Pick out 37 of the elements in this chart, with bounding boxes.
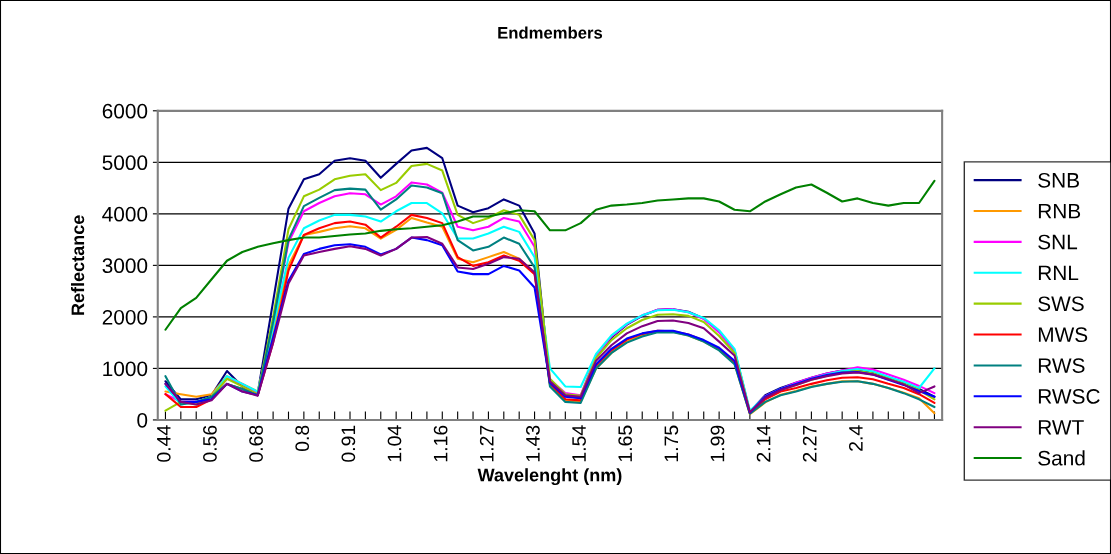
- x-tick-label: 2.4: [848, 425, 863, 451]
- y-tick-label: 1000: [103, 361, 148, 377]
- legend-label: RWT: [1038, 420, 1084, 435]
- x-tick-label: 1.43: [526, 425, 540, 462]
- y-tick-label: 5000: [102, 155, 148, 171]
- y-tick-label: 6000: [102, 103, 148, 119]
- x-tick-label: 2.14: [756, 425, 771, 462]
- y-axis-title: Reflectance: [70, 215, 85, 315]
- x-tick-label: 1.16: [433, 425, 448, 462]
- legend-label: MWS: [1038, 327, 1088, 343]
- x-tick-label: 1.65: [618, 425, 633, 462]
- x-tick-label: 0.44: [156, 425, 171, 462]
- legend-label: Sand: [1038, 450, 1085, 466]
- legend-label: RNL: [1038, 265, 1079, 281]
- x-tick-label: 1.75: [664, 425, 679, 462]
- x-tick-label: 1.54: [572, 425, 586, 462]
- legend-label: RWSC: [1038, 389, 1100, 404]
- legend-label: RNB: [1038, 203, 1081, 219]
- x-tick-label: 0.68: [249, 425, 263, 462]
- chart-title: Endmembers: [498, 26, 603, 39]
- legend-label: SNL: [1038, 234, 1078, 250]
- legend-label: SWS: [1038, 296, 1084, 312]
- x-tick-label: 1.27: [479, 425, 494, 462]
- x-tick-label: 0.91: [341, 425, 356, 462]
- x-tick-label: 0.8: [295, 425, 310, 452]
- y-tick-label: 2000: [102, 309, 148, 325]
- legend-label: SNB: [1038, 172, 1079, 188]
- y-tick-label: 0: [137, 412, 148, 428]
- y-tick-label: 3000: [102, 258, 148, 274]
- y-tick-label: 4000: [102, 206, 148, 222]
- x-tick-label: 1.04: [387, 425, 402, 462]
- x-tick-label: 2.27: [802, 425, 817, 462]
- x-tick-label: 0.56: [203, 425, 217, 462]
- line-series: [164, 179, 936, 331]
- x-axis-title: Wavelenght (nm): [477, 468, 622, 486]
- x-tick-label: 1.99: [710, 425, 725, 462]
- legend-label: RWS: [1038, 358, 1085, 373]
